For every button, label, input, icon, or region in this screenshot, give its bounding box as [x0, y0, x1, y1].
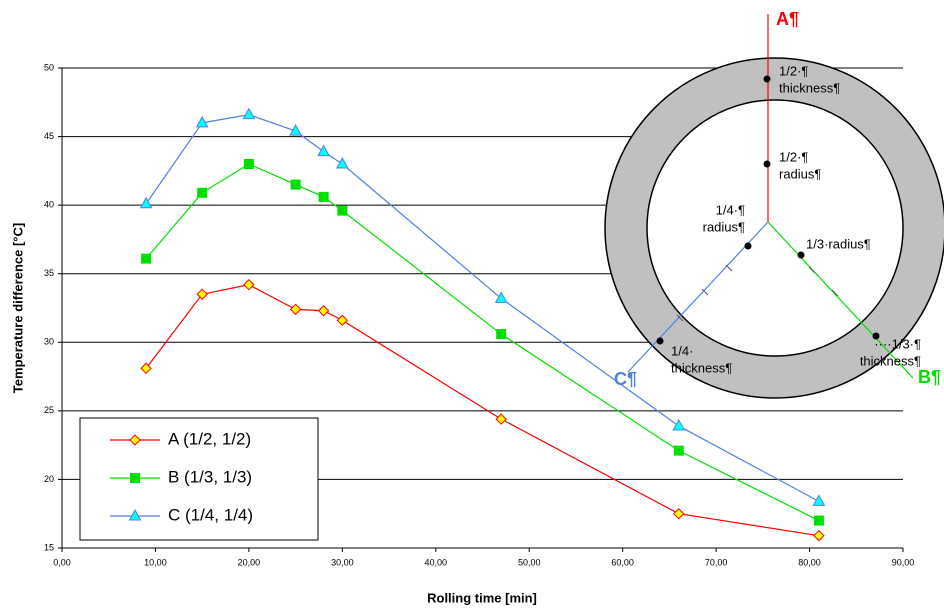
- line-b: [767, 221, 914, 379]
- line-tick: [831, 289, 839, 297]
- point-label: 1/4·: [671, 343, 693, 358]
- point-label: 1/4·¶: [716, 202, 745, 217]
- line-tick: [808, 266, 816, 274]
- marker: [242, 107, 256, 120]
- marker: [673, 445, 684, 456]
- point-dot: [763, 75, 771, 83]
- x-tick-label: 0,00: [53, 557, 71, 567]
- marker: [813, 529, 825, 542]
- point-dot: [797, 251, 805, 259]
- line-tick: [701, 288, 709, 296]
- x-tick-label: 20,00: [238, 557, 261, 567]
- y-tick-label: 20: [44, 474, 54, 484]
- x-axis-title: Rolling time [min]: [427, 590, 537, 605]
- marker: [672, 418, 686, 431]
- marker: [318, 191, 329, 202]
- marker: [130, 473, 140, 483]
- point-label: 1/2·¶: [779, 149, 808, 164]
- marker: [289, 124, 302, 136]
- legend-label: C (1/4, 1/4): [168, 505, 253, 524]
- marker: [141, 253, 152, 264]
- y-tick-label: 40: [44, 200, 54, 210]
- point-dot: [744, 242, 752, 250]
- y-tick-label: 30: [44, 337, 54, 347]
- marker: [243, 159, 254, 169]
- marker: [494, 291, 508, 303]
- x-tick-label: 10,00: [144, 557, 167, 567]
- marker: [290, 179, 301, 190]
- legend: A (1/2, 1/2) B (1/3, 1/3) C (1/4, 1/4): [79, 417, 319, 541]
- x-tick-label: 80,00: [798, 557, 821, 567]
- y-tick-label: 25: [44, 405, 54, 415]
- marker: [243, 278, 255, 291]
- point-dot: [763, 160, 771, 168]
- marker: [813, 515, 824, 526]
- legend-label: B (1/3, 1/3): [168, 467, 252, 486]
- x-tick-label: 40,00: [425, 557, 448, 567]
- marker: [812, 494, 826, 506]
- line-tick: [676, 314, 684, 322]
- marker: [197, 187, 208, 198]
- marker: [495, 413, 507, 425]
- x-tick-label: 70,00: [705, 557, 728, 567]
- legend-label: A (1/2, 1/2): [168, 429, 251, 448]
- point-label: ····1/3·¶: [874, 336, 921, 351]
- marker: [336, 314, 349, 327]
- marker: [317, 305, 330, 317]
- y-tick-label: 15: [44, 542, 54, 552]
- y-tick-label: 50: [44, 62, 54, 72]
- marker: [289, 303, 302, 316]
- point-label: thickness¶: [779, 80, 840, 95]
- marker: [496, 329, 507, 340]
- point-label: radius¶: [779, 166, 821, 181]
- point-label: 1/3·radius¶: [806, 236, 871, 251]
- point-label: radius¶: [703, 219, 745, 234]
- marker: [673, 508, 685, 520]
- marker: [129, 434, 141, 446]
- x-tick-label: 90,00: [892, 557, 915, 567]
- x-tick-label: 50,00: [518, 557, 541, 567]
- marker: [195, 115, 209, 128]
- marker: [317, 144, 330, 157]
- line-label: B¶: [918, 367, 941, 387]
- marker: [337, 205, 348, 216]
- line-label: C¶: [614, 369, 637, 389]
- y-tick-label: 35: [44, 268, 54, 278]
- point-label: thickness¶: [671, 360, 732, 375]
- x-tick-label: 60,00: [611, 557, 634, 567]
- marker: [335, 156, 349, 169]
- marker: [128, 508, 142, 521]
- y-axis-title: Temperature difference [°C]: [10, 223, 25, 393]
- point-dot: [656, 337, 664, 345]
- ring-inner: [646, 99, 904, 357]
- marker: [196, 288, 208, 300]
- point-label: thickness¶: [860, 353, 921, 368]
- marker: [140, 362, 152, 375]
- line-label: A¶: [776, 9, 799, 29]
- y-tick-label: 45: [44, 131, 54, 141]
- line-tick: [725, 264, 733, 272]
- marker: [139, 196, 153, 209]
- legend-box: [79, 417, 319, 541]
- point-dot: [872, 332, 880, 340]
- x-tick-label: 30,00: [331, 557, 354, 567]
- point-label: 1/2·¶: [779, 63, 808, 78]
